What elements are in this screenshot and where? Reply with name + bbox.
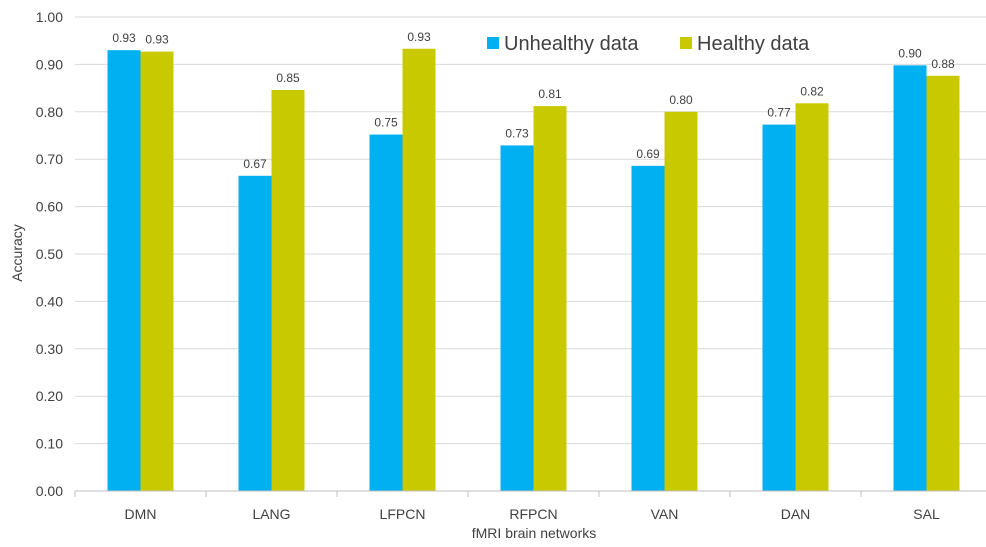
y-tick-label: 0.00: [36, 483, 63, 499]
y-tick-label: 0.80: [36, 104, 63, 120]
data-label: 0.88: [931, 57, 955, 71]
x-tick-label: VAN: [651, 506, 679, 522]
bar: [926, 75, 960, 491]
bar: [631, 165, 665, 491]
x-axis: DMN LANG LFPCN RFPCN VAN DAN SAL: [74, 490, 986, 522]
x-tick-label: DMN: [125, 506, 157, 522]
y-tick-label: 0.60: [36, 199, 63, 215]
bars: [107, 48, 960, 492]
data-label: 0.93: [407, 30, 431, 44]
x-axis-title: fMRI brain networks: [472, 525, 596, 541]
legend: Unhealthy data Healthy data: [487, 33, 810, 55]
data-label: 0.73: [505, 126, 529, 140]
data-label: 0.90: [898, 46, 922, 60]
x-tick-label: LFPCN: [380, 506, 426, 522]
bar: [762, 124, 796, 492]
data-label: 0.93: [112, 31, 136, 45]
y-tick-label: 0.40: [36, 293, 63, 309]
data-label: 0.75: [374, 116, 398, 130]
bar: [140, 51, 174, 492]
bar: [238, 175, 272, 492]
data-labels: 0.93 0.93 0.67 0.85 0.75 0.93 0.73 0.81 0.69 0.80…: [112, 30, 955, 171]
data-label: 0.93: [145, 33, 169, 47]
y-tick-label: 1.00: [36, 9, 63, 25]
x-tick-label: DAN: [781, 506, 811, 522]
y-tick-label: 0.90: [36, 56, 63, 72]
legend-label: Unhealthy data: [504, 33, 639, 55]
bar: [500, 145, 534, 492]
data-label: 0.81: [538, 87, 562, 101]
data-label: 0.77: [767, 106, 791, 120]
y-tick-label: 0.30: [36, 341, 63, 357]
y-axis-title: Accuracy: [9, 224, 25, 282]
x-tick-label: LANG: [252, 506, 290, 522]
y-axis-ticks: 0.00 0.10 0.20 0.30 0.40 0.50 0.60 0.70 0.80 0.90…: [36, 9, 63, 499]
bar: [271, 89, 305, 491]
bar: [107, 50, 141, 492]
data-label: 0.85: [276, 71, 300, 85]
y-tick-label: 0.70: [36, 151, 63, 167]
x-tick-label: RFPCN: [509, 506, 557, 522]
bar: [893, 65, 927, 492]
bar: [369, 134, 403, 491]
bar: [402, 48, 436, 492]
bar: [664, 111, 698, 492]
data-label: 0.67: [243, 157, 267, 171]
data-label: 0.80: [669, 93, 693, 107]
data-label: 0.69: [636, 147, 660, 161]
y-tick-label: 0.10: [36, 436, 63, 452]
bar: [795, 103, 829, 491]
y-tick-label: 0.20: [36, 388, 63, 404]
data-label: 0.82: [800, 84, 824, 98]
bar: [533, 106, 567, 491]
legend-swatch: [680, 37, 692, 49]
x-tick-label: SAL: [913, 506, 940, 522]
y-tick-label: 0.50: [36, 246, 63, 262]
legend-swatch: [487, 37, 499, 49]
legend-label: Healthy data: [697, 33, 810, 55]
